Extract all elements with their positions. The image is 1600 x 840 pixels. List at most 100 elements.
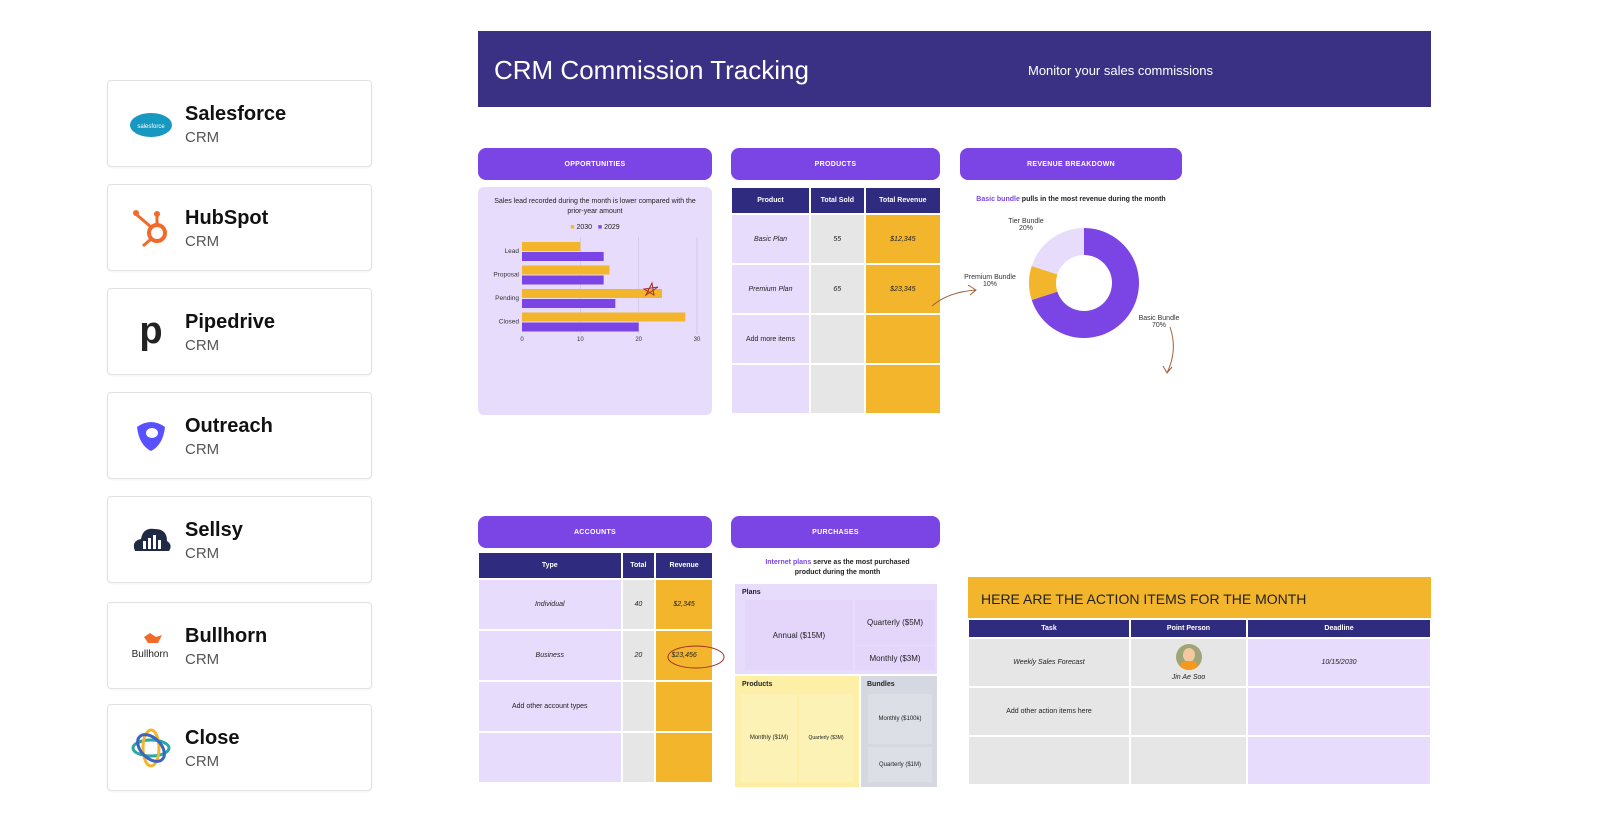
table-cell[interactable]: $12,345 [863, 213, 943, 265]
col-header: Point Person [1129, 618, 1248, 639]
label-tier: Tier Bundle 20% [1008, 218, 1044, 232]
table-cell[interactable] [808, 313, 866, 365]
crm-card-salesforce[interactable]: salesforce Salesforce CRM [107, 80, 372, 167]
label-premium: Premium Bundle 10% [964, 274, 1016, 288]
crm-type: CRM [185, 753, 220, 770]
circle-annotation-icon [667, 645, 725, 669]
y-category-label: Proposal [493, 272, 519, 279]
table-cell[interactable]: Weekly Sales Forecast [967, 637, 1131, 688]
note-rest: pulls in the most revenue during the mon… [1019, 196, 1166, 203]
crm-card-hubspot[interactable]: HubSpot CRM [107, 184, 372, 271]
table-row: Individual 40 $2,345 [477, 578, 714, 631]
arrow-annotation-icon [931, 284, 977, 307]
crm-card-outreach[interactable]: Outreach CRM [107, 392, 372, 479]
table-cell[interactable] [654, 680, 714, 733]
table-cell[interactable]: 10/15/2030 [1246, 637, 1432, 688]
table-cell[interactable] [654, 731, 714, 784]
products-pill[interactable]: PRODUCTS [731, 148, 940, 180]
col-header: Revenue [654, 551, 714, 580]
table-cell[interactable]: Business [477, 629, 623, 682]
crm-card-bullhorn[interactable]: Bullhorn Bullhorn CRM [107, 602, 372, 689]
bar-2030-closed [522, 312, 686, 322]
bar-2029-proposal [522, 275, 604, 285]
products-table: Product Total Sold Total Revenue Basic Pla… [730, 186, 943, 415]
treemap-plans: Plans Annual ($15M) Quarterly ($5M) Mont… [735, 584, 937, 674]
label-basic: Basic Bundle 70% [1138, 315, 1180, 329]
x-tick-label: 0 [520, 337, 524, 343]
avatar [1175, 644, 1202, 670]
page-title: CRM Commission Tracking [494, 55, 809, 85]
svg-text:Bullhorn: Bullhorn [132, 649, 169, 660]
table-cell[interactable] [1129, 686, 1248, 737]
table-cell[interactable] [1246, 686, 1432, 737]
crm-card-pipedrive[interactable]: p Pipedrive CRM [107, 288, 372, 375]
treemap-cell[interactable]: Monthly ($100k) [868, 694, 932, 744]
purchases-note: Internet plans serve as the most purchas… [765, 559, 910, 576]
table-cell[interactable]: Add other account types [477, 680, 623, 733]
table-cell[interactable] [620, 680, 657, 733]
table-cell[interactable] [730, 363, 811, 415]
treemap-cell[interactable]: Annual ($15M) [745, 600, 853, 670]
table-cell[interactable]: Add more items [730, 313, 811, 365]
table-cell[interactable] [1246, 735, 1432, 786]
bar-2030-proposal [522, 265, 610, 275]
table-cell[interactable]: Add other action items here [967, 686, 1131, 737]
crm-type: CRM [185, 441, 220, 458]
treemap-cell[interactable]: Monthly ($3M) [855, 646, 935, 670]
table-cell[interactable] [808, 363, 866, 415]
table-cell[interactable]: $23,345 [863, 263, 943, 315]
page-header: CRM Commission Tracking Monitor your sal… [478, 31, 1431, 107]
table-cell[interactable] [477, 731, 623, 784]
treemap-cell[interactable]: Quarterly ($1M) [868, 747, 932, 782]
purchases-pill[interactable]: PURCHASES [731, 516, 940, 548]
table-cell[interactable] [1129, 735, 1248, 786]
chart-legend: ■ 2030 ■ 2029 [570, 224, 620, 231]
crm-name: Salesforce [185, 103, 287, 125]
treemap-cell[interactable]: Quarterly ($5M) [855, 600, 935, 645]
table-row: Premium Plan 65 $23,345 [730, 263, 943, 315]
table-cell[interactable]: 65 [808, 263, 866, 315]
col-header: Total Sold [808, 186, 866, 215]
table-cell[interactable]: 40 [620, 578, 657, 631]
outreach-shield-icon [128, 413, 174, 459]
accounts-table: Type Total Revenue Individual 40 $2,345 Busin… [477, 551, 725, 784]
table-cell[interactable]: Basic Plan [730, 213, 811, 265]
opportunities-note: Sales lead recorded during the month is … [494, 198, 696, 215]
table-cell[interactable] [620, 731, 657, 784]
table-cell[interactable]: Jin Ae Soo [1129, 637, 1248, 688]
donut-slice-basic-bundle [1031, 228, 1139, 338]
y-category-label: Closed [499, 319, 520, 326]
opportunities-pill[interactable]: OPPORTUNITIES [478, 148, 712, 180]
table-cell[interactable] [863, 363, 943, 415]
crm-type: CRM [185, 233, 220, 250]
table-cell[interactable]: 55 [808, 213, 866, 265]
legend-2029: 2029 [604, 224, 620, 231]
sellsy-cloud-icon [128, 517, 174, 563]
bar-2029-pending [522, 299, 616, 308]
table-cell[interactable]: $2,345 [654, 578, 714, 631]
revenue-pill[interactable]: REVENUE BREAKDOWN [960, 148, 1182, 180]
x-tick-label: 30 [694, 337, 701, 343]
hubspot-sprocket-icon [128, 205, 174, 251]
table-cell[interactable]: Individual [477, 578, 623, 631]
donut-slice-premium-bundle [1029, 266, 1058, 300]
action-items-title: HERE ARE THE ACTION ITEMS FOR THE MONTH [981, 591, 1307, 607]
col-header: Deadline [1246, 618, 1432, 639]
table-row [477, 731, 714, 784]
table-cell[interactable] [863, 313, 943, 365]
page-subtitle: Monitor your sales commissions [1028, 63, 1213, 78]
treemap-cell[interactable]: Quarterly ($3M) [799, 694, 853, 782]
col-header: Task [967, 618, 1131, 639]
crm-name: Bullhorn [185, 625, 268, 647]
crm-card-close[interactable]: Close CRM [107, 704, 372, 791]
table-cell[interactable] [967, 735, 1131, 786]
x-tick-label: 20 [635, 337, 642, 343]
table-cell[interactable]: 20 [620, 629, 657, 682]
crm-card-sellsy[interactable]: Sellsy CRM [107, 496, 372, 583]
treemap-cell[interactable]: Monthly ($1M) [741, 694, 797, 782]
accounts-pill[interactable]: ACCOUNTS [478, 516, 712, 548]
table-cell[interactable]: $23,456 [654, 629, 725, 682]
crm-type: CRM [185, 129, 220, 146]
col-header: Product [730, 186, 811, 215]
table-cell[interactable]: Premium Plan [730, 263, 811, 315]
